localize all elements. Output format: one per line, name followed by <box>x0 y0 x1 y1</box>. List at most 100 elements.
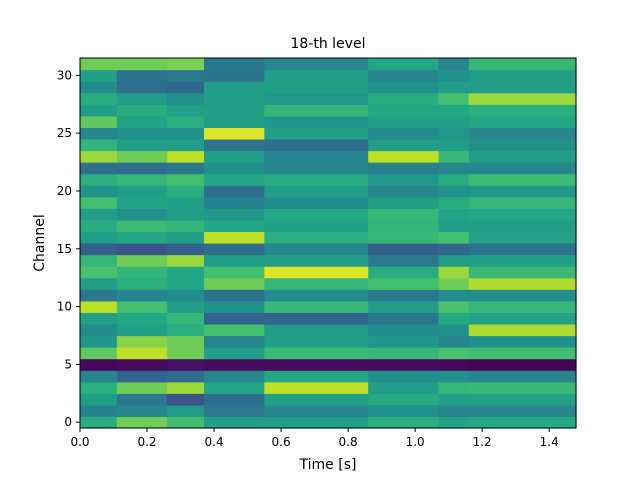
x-tick-label: 0.4 <box>205 435 224 449</box>
heatmap-cell <box>204 335 265 348</box>
heatmap-cell <box>167 416 205 429</box>
heatmap-cell <box>368 185 440 198</box>
heatmap-cell <box>204 312 265 325</box>
heatmap-cell <box>116 196 168 209</box>
heatmap-cell <box>468 162 577 175</box>
heatmap-cell <box>468 196 577 209</box>
heatmap-cell <box>438 219 470 233</box>
heatmap-cell <box>264 358 369 371</box>
heatmap-cell <box>438 277 470 290</box>
heatmap-cell <box>468 185 577 198</box>
heatmap-cell <box>368 69 440 82</box>
heatmap-cell <box>438 381 470 394</box>
heatmap-cell <box>80 138 118 152</box>
heatmap-cell <box>80 416 118 429</box>
heatmap-cell <box>264 243 369 256</box>
heatmap-cell <box>264 231 369 244</box>
heatmap-cell <box>116 347 168 360</box>
heatmap-cell <box>468 289 577 302</box>
heatmap-cell <box>204 196 265 209</box>
heatmap-cell <box>468 115 577 128</box>
heatmap-cell <box>116 254 168 267</box>
x-tick-label: 0.6 <box>272 435 291 449</box>
heatmap-cell <box>167 81 205 94</box>
heatmap-cell <box>80 173 118 186</box>
heatmap-cell <box>438 162 470 175</box>
heatmap-cell <box>80 219 118 233</box>
heatmap-cell <box>167 254 205 267</box>
heatmap-cell <box>368 115 440 128</box>
heatmap-cell <box>116 358 168 371</box>
heatmap-cell <box>368 381 440 394</box>
heatmap-cell <box>368 393 440 406</box>
heatmap-cell <box>264 58 369 71</box>
heatmap-cell <box>80 127 118 140</box>
heatmap-cell <box>80 370 118 383</box>
heatmap-cell <box>438 312 470 325</box>
heatmap-cell <box>116 323 168 337</box>
x-tick-label: 1.2 <box>473 435 492 449</box>
heatmap-cell <box>204 266 265 279</box>
heatmap-cell <box>167 104 205 117</box>
heatmap-cell <box>167 289 205 302</box>
heatmap-cell <box>468 266 577 279</box>
heatmap-cell <box>167 127 205 140</box>
heatmap-cell <box>167 162 205 175</box>
y-tick-label: 20 <box>57 184 72 198</box>
heatmap-cell <box>167 231 205 244</box>
heatmap-cell <box>368 335 440 348</box>
heatmap-cell <box>167 196 205 209</box>
heatmap-cell <box>468 138 577 152</box>
heatmap-cell <box>204 416 265 429</box>
heatmap-cell <box>264 347 369 360</box>
heatmap-cell <box>167 358 205 371</box>
heatmap-cell <box>264 185 369 198</box>
heatmap-cell <box>80 58 118 71</box>
heatmap-cell <box>468 231 577 244</box>
heatmap-cell <box>116 243 168 256</box>
heatmap-cell <box>368 173 440 186</box>
heatmap-cell <box>204 92 265 105</box>
heatmap-cell <box>468 393 577 406</box>
heatmap-cell <box>438 254 470 267</box>
heatmap-cell <box>468 127 577 140</box>
heatmap-cell <box>116 370 168 383</box>
heatmap-cell <box>204 173 265 186</box>
heatmap-cell <box>80 323 118 337</box>
heatmap-cell <box>116 416 168 429</box>
heatmap-cell <box>204 127 265 140</box>
heatmap-cell <box>204 254 265 267</box>
heatmap-cell <box>264 69 369 82</box>
heatmap-cell <box>264 173 369 186</box>
heatmap-cell <box>438 173 470 186</box>
heatmap-cell <box>438 370 470 383</box>
heatmap-cell <box>80 69 118 82</box>
heatmap-cell <box>204 277 265 290</box>
heatmap-cell <box>264 300 369 313</box>
heatmap-cell <box>167 138 205 152</box>
heatmap-cell <box>438 289 470 302</box>
x-tick-label: 1.0 <box>406 435 425 449</box>
heatmap-cell <box>264 196 369 209</box>
heatmap-cell <box>167 219 205 233</box>
heatmap-cell <box>468 358 577 371</box>
heatmap-cell <box>468 347 577 360</box>
heatmap-cell <box>438 243 470 256</box>
heatmap-cell <box>204 243 265 256</box>
heatmap-cell <box>167 173 205 186</box>
heatmap-cell <box>368 58 440 71</box>
heatmap-cell <box>368 266 440 279</box>
heatmap-cell <box>167 381 205 394</box>
heatmap-cell <box>80 289 118 302</box>
heatmap-cell <box>264 127 369 140</box>
heatmap-cell <box>167 277 205 290</box>
heatmap-cell <box>80 150 118 163</box>
heatmap-cells <box>80 58 577 429</box>
heatmap-cell <box>116 393 168 406</box>
heatmap-cell <box>116 208 168 221</box>
heatmap-cell <box>204 58 265 71</box>
heatmap-cell <box>204 404 265 418</box>
heatmap-cell <box>368 92 440 105</box>
heatmap-cell <box>264 208 369 221</box>
